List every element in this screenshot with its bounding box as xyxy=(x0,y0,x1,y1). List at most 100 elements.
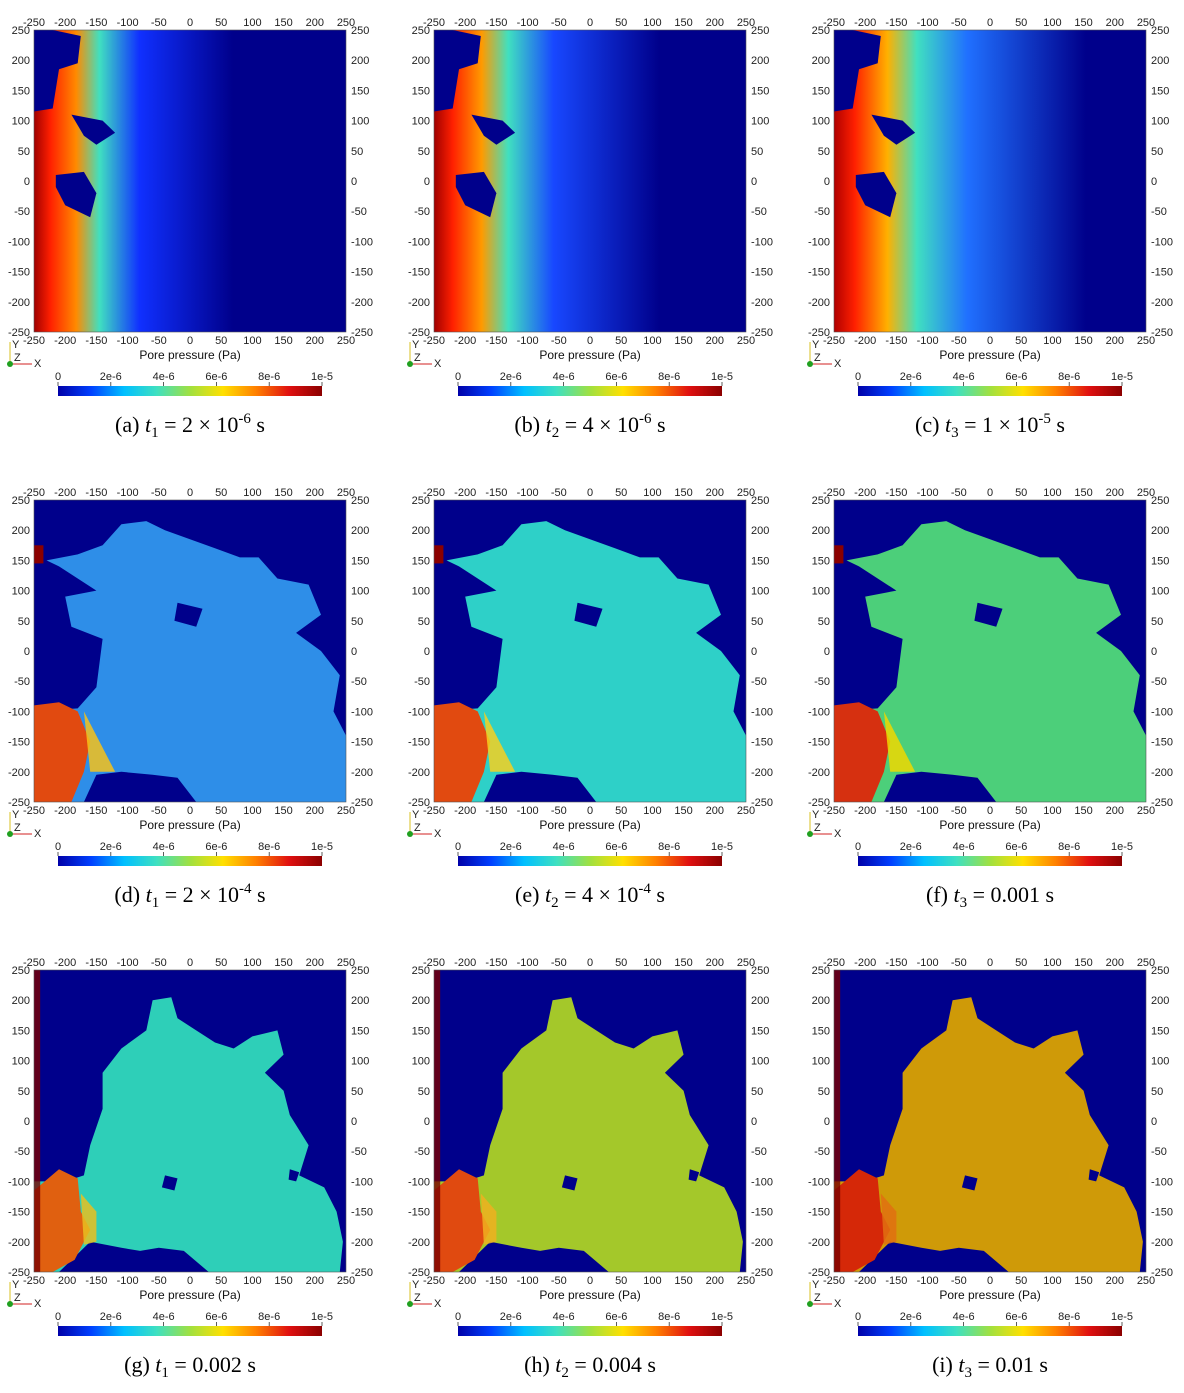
x-tick-bottom: -150 xyxy=(85,805,107,817)
colorbar xyxy=(458,856,722,866)
x-tick-bottom: -250 xyxy=(23,335,45,347)
y-tick-right: -200 xyxy=(351,1237,373,1249)
x-tick-bottom: 50 xyxy=(215,805,227,817)
y-tick-right: 150 xyxy=(351,85,369,97)
y-tick-right: -250 xyxy=(1151,327,1173,339)
y-tick-left: 200 xyxy=(812,525,830,537)
x-tick-top: -100 xyxy=(517,17,539,29)
left-edge xyxy=(34,970,41,1272)
x-axis-letter: X xyxy=(434,828,442,840)
x-tick-bottom: 100 xyxy=(643,805,661,817)
x-tick-bottom: -150 xyxy=(485,805,507,817)
panel-caption: (b) t2 = 4 × 10-6 s xyxy=(514,411,665,441)
plot-frame xyxy=(33,499,347,803)
colorbar-tick-label: 0 xyxy=(455,841,461,853)
x-tick-top: 150 xyxy=(674,17,692,29)
y-tick-left: -200 xyxy=(808,767,830,779)
x-tick-top: 200 xyxy=(706,17,724,29)
x-tick-bottom: -150 xyxy=(85,335,107,347)
x-tick-bottom: 200 xyxy=(1106,805,1124,817)
y-tick-right: 100 xyxy=(351,1056,369,1068)
colorbar-tick-label: 8e-6 xyxy=(658,1311,680,1323)
x-tick-bottom: 150 xyxy=(674,805,692,817)
y-tick-left: 200 xyxy=(412,995,430,1007)
y-tick-left: -100 xyxy=(808,706,830,718)
x-tick-top: -200 xyxy=(854,957,876,969)
left-edge xyxy=(834,970,841,1272)
pore-void xyxy=(161,1175,178,1191)
x-tick-top: 250 xyxy=(1137,957,1155,969)
z-axis-dot xyxy=(407,1301,413,1307)
x-tick-bottom: 100 xyxy=(243,805,261,817)
z-axis-dot xyxy=(7,831,13,837)
y-tick-right: 250 xyxy=(1151,25,1169,37)
y-tick-left: 50 xyxy=(818,616,830,628)
y-tick-right: -200 xyxy=(351,767,373,779)
y-tick-left: 100 xyxy=(412,1056,430,1068)
y-tick-left: 200 xyxy=(412,525,430,537)
pressure-cluster xyxy=(834,521,1146,802)
y-tick-left: -150 xyxy=(8,267,30,279)
y-tick-left: -50 xyxy=(14,1146,30,1158)
y-tick-left: -50 xyxy=(14,676,30,688)
z-axis-dot xyxy=(407,831,413,837)
hot-region xyxy=(434,702,491,802)
colorbar-tick-label: 4e-6 xyxy=(953,841,975,853)
x-tick-bottom: 200 xyxy=(706,335,724,347)
y-tick-right: -100 xyxy=(351,236,373,248)
panel-caption: (e) t2 = 4 × 10-4 s xyxy=(515,881,665,911)
x-tick-bottom: -150 xyxy=(485,1275,507,1287)
y-tick-right: -250 xyxy=(1151,1267,1173,1279)
pressure-cluster xyxy=(434,997,743,1272)
y-tick-right: -150 xyxy=(751,1207,773,1219)
y-tick-left: 50 xyxy=(818,1086,830,1098)
z-axis-letter: Z xyxy=(414,352,421,364)
y-tick-left: -250 xyxy=(8,797,30,809)
z-axis-letter: Z xyxy=(14,822,21,834)
x-tick-top: 0 xyxy=(187,487,193,499)
y-tick-right: 200 xyxy=(751,55,769,67)
colorbar-tick-label: 1e-5 xyxy=(1111,841,1133,853)
colorbar-tick-label: 6e-6 xyxy=(605,371,627,383)
y-tick-left: -250 xyxy=(8,1267,30,1279)
x-tick-top: -50 xyxy=(151,957,167,969)
y-tick-right: 200 xyxy=(1151,995,1169,1007)
colorbar xyxy=(58,856,322,866)
x-tick-bottom: -50 xyxy=(551,335,567,347)
x-tick-top: 100 xyxy=(643,17,661,29)
y-tick-left: 100 xyxy=(12,116,30,128)
panel-b: -250-250-250 -250-200-200-200 -200-150-150… xyxy=(407,17,773,441)
y-tick-left: 50 xyxy=(418,1086,430,1098)
y-tick-left: -50 xyxy=(414,206,430,218)
y-tick-right: 200 xyxy=(351,525,369,537)
colorbar-tick-label: 0 xyxy=(55,1311,61,1323)
x-tick-bottom: -100 xyxy=(117,805,139,817)
x-axis-letter: X xyxy=(434,358,442,370)
y-tick-left: 150 xyxy=(12,555,30,567)
y-tick-left: 200 xyxy=(12,995,30,1007)
x-tick-top: -200 xyxy=(54,487,76,499)
y-tick-left: -150 xyxy=(408,737,430,749)
y-tick-right: -250 xyxy=(351,797,373,809)
colorbar-tick-label: 1e-5 xyxy=(311,1311,333,1323)
x-tick-top: 0 xyxy=(987,487,993,499)
x-tick-bottom: 250 xyxy=(337,1275,355,1287)
x-tick-top: -250 xyxy=(423,957,445,969)
z-axis-letter: Z xyxy=(814,1292,821,1304)
y-tick-right: -100 xyxy=(751,1176,773,1188)
y-tick-right: -150 xyxy=(1151,737,1173,749)
x-axis-letter: X xyxy=(834,1298,842,1310)
x-tick-bottom: -50 xyxy=(151,805,167,817)
y-tick-right: -250 xyxy=(751,327,773,339)
y-tick-right: -50 xyxy=(1151,676,1167,688)
y-tick-left: -50 xyxy=(14,206,30,218)
y-tick-left: 150 xyxy=(812,1025,830,1037)
colorbar-tick-label: 2e-6 xyxy=(500,371,522,383)
colorbar-tick-label: 8e-6 xyxy=(1058,1311,1080,1323)
x-tick-top: 150 xyxy=(1074,957,1092,969)
x-tick-top: 200 xyxy=(706,957,724,969)
y-tick-right: 200 xyxy=(351,995,369,1007)
colorbar-tick-label: 6e-6 xyxy=(205,841,227,853)
panel-h: -250-250-250 -250-200-200-200 -200-150-150… xyxy=(407,957,773,1381)
x-tick-top: 250 xyxy=(337,487,355,499)
